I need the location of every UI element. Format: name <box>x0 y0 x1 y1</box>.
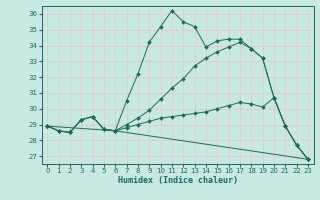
X-axis label: Humidex (Indice chaleur): Humidex (Indice chaleur) <box>118 176 237 185</box>
